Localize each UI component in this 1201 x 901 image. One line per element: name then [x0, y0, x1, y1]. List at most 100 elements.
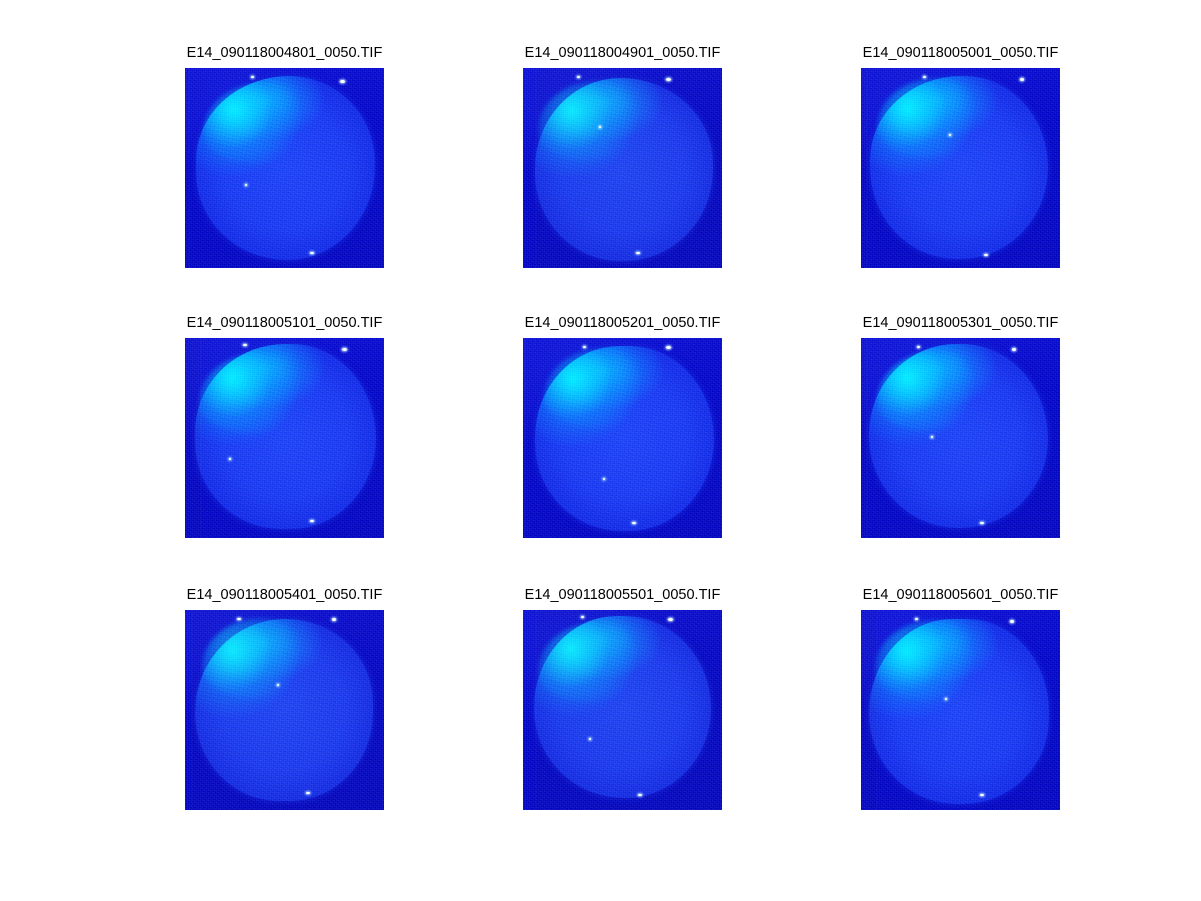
wafer-image — [523, 68, 722, 268]
sensor-noise-layer — [861, 68, 1060, 268]
sensor-noise-layer-fine — [861, 610, 1060, 810]
defect-speck — [576, 76, 580, 78]
panel-title: E14_090118005501_0050.TIF — [524, 587, 721, 603]
defect-speck — [244, 184, 247, 186]
defect-speck — [666, 78, 672, 81]
defect-speck — [332, 618, 337, 621]
defect-speck — [1012, 348, 1017, 351]
defect-speck — [984, 254, 989, 256]
defect-speck — [980, 794, 985, 796]
defect-speck — [636, 252, 641, 254]
image-panel: E14_090118005001_0050.TIF — [861, 45, 1060, 268]
defect-speck — [1010, 620, 1015, 623]
wafer-image — [185, 338, 384, 538]
wafer-image — [185, 68, 384, 268]
defect-speck — [580, 616, 584, 618]
cyan-highlight-lobe — [202, 618, 306, 699]
wafer-image — [861, 610, 1060, 810]
panel-title: E14_090118005201_0050.TIF — [524, 315, 721, 331]
defect-speck — [588, 738, 591, 740]
defect-speck — [666, 346, 672, 349]
defect-speck — [948, 134, 951, 136]
defect-speck — [922, 76, 926, 78]
wafer-image — [523, 610, 722, 810]
sensor-noise-layer-fine — [185, 68, 384, 268]
defect-speck — [236, 618, 241, 620]
sensor-noise-layer — [185, 68, 384, 268]
sensor-noise-layer — [185, 610, 384, 810]
sensor-noise-layer — [861, 338, 1060, 538]
panel-title: E14_090118005401_0050.TIF — [186, 587, 383, 603]
image-axes — [861, 610, 1060, 810]
defect-speck — [340, 80, 346, 83]
sensor-noise-layer-fine — [861, 68, 1060, 268]
sensor-noise-layer — [523, 68, 722, 268]
defect-speck — [228, 458, 231, 460]
specimen-blob — [534, 616, 712, 799]
wafer-image — [861, 68, 1060, 268]
defect-speck — [980, 522, 985, 524]
sensor-noise-layer — [861, 610, 1060, 810]
specimen-blob — [535, 78, 714, 262]
defect-speck — [916, 346, 920, 348]
cyan-highlight-lobe — [538, 622, 642, 703]
defect-speck — [930, 436, 933, 438]
defect-speck — [944, 698, 947, 700]
image-axes — [523, 68, 722, 268]
image-panel: E14_090118005201_0050.TIF — [523, 315, 722, 538]
sensor-noise-layer — [523, 610, 722, 810]
image-panel: E14_090118005101_0050.TIF — [185, 315, 384, 538]
defect-speck — [668, 618, 674, 621]
defect-speck — [602, 478, 605, 480]
panel-title: E14_090118004901_0050.TIF — [524, 45, 721, 61]
panel-title: E14_090118005301_0050.TIF — [862, 315, 1059, 331]
defect-speck — [582, 346, 586, 348]
panel-title: E14_090118004801_0050.TIF — [186, 45, 383, 61]
defect-speck — [1020, 78, 1025, 81]
sensor-noise-layer-fine — [523, 338, 722, 538]
defect-speck — [632, 522, 637, 524]
wafer-image — [185, 610, 384, 810]
defect-speck — [310, 520, 315, 522]
specimen-blob — [534, 346, 715, 531]
sensor-noise-layer-fine — [185, 338, 384, 538]
image-axes — [523, 338, 722, 538]
wafer-image — [861, 338, 1060, 538]
cyan-highlight-lobe — [537, 81, 642, 161]
cyan-highlight-lobe — [877, 77, 981, 158]
specimen-blob — [195, 343, 376, 530]
image-axes — [185, 68, 384, 268]
defect-speck — [242, 344, 247, 346]
sensor-noise-layer-fine — [185, 610, 384, 810]
sensor-noise-layer — [523, 338, 722, 538]
defect-speck — [310, 252, 315, 254]
image-axes — [185, 610, 384, 810]
defect-speck — [306, 792, 311, 794]
image-panel: E14_090118005301_0050.TIF — [861, 315, 1060, 538]
sensor-noise-layer-fine — [523, 68, 722, 268]
image-panel: E14_090118005601_0050.TIF — [861, 587, 1060, 810]
defect-speck — [598, 126, 601, 128]
image-axes — [523, 610, 722, 810]
cyan-highlight-lobe — [199, 353, 303, 434]
image-axes — [185, 338, 384, 538]
sensor-noise-layer-fine — [523, 610, 722, 810]
defect-speck — [914, 618, 918, 620]
panel-title: E14_090118005001_0050.TIF — [862, 45, 1059, 61]
cyan-highlight-lobe — [874, 620, 978, 700]
image-panel: E14_090118004801_0050.TIF — [185, 45, 384, 268]
cyan-highlight-lobe — [203, 83, 307, 164]
defect-speck — [276, 684, 279, 686]
defect-speck — [638, 794, 643, 796]
image-axes — [861, 68, 1060, 268]
image-panel: E14_090118005501_0050.TIF — [523, 587, 722, 810]
image-axes — [861, 338, 1060, 538]
sensor-noise-layer — [185, 338, 384, 538]
specimen-blob — [195, 75, 375, 260]
sensor-noise-layer-fine — [861, 338, 1060, 538]
defect-speck — [250, 76, 254, 78]
specimen-blob — [869, 75, 1049, 260]
panel-title: E14_090118005101_0050.TIF — [186, 315, 383, 331]
panel-title: E14_090118005601_0050.TIF — [862, 587, 1059, 603]
